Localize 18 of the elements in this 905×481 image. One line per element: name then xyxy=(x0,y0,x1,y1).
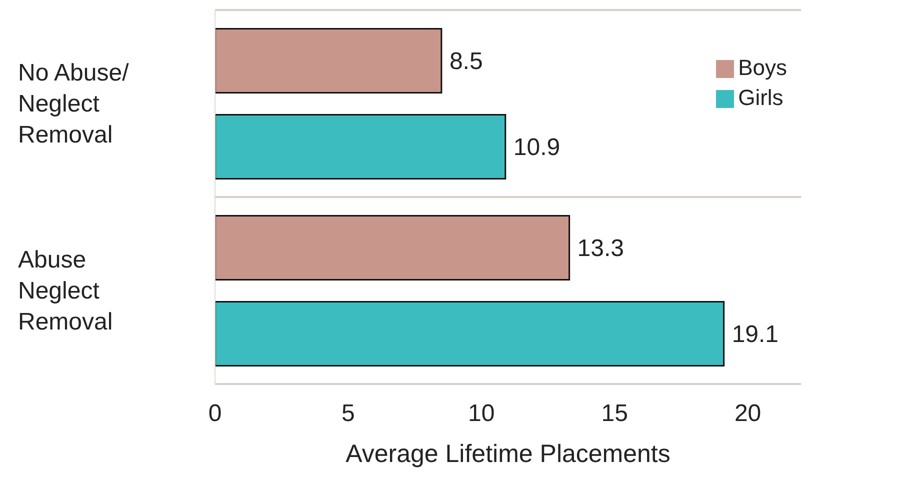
data-label: 8.5 xyxy=(449,48,483,76)
data-label: 19.1 xyxy=(732,321,779,348)
legend-label: Girls xyxy=(738,85,784,110)
x-tick-label: 10 xyxy=(468,400,495,428)
y-tick-label: No Abuse/ Neglect Removal xyxy=(18,59,130,148)
bar xyxy=(215,300,725,366)
data-label: 10.9 xyxy=(513,134,560,162)
x-tick-label: 20 xyxy=(734,400,762,428)
bar xyxy=(215,214,570,280)
bar xyxy=(215,114,506,180)
bar xyxy=(215,28,442,94)
y-tick-label: Abuse Neglect Removal xyxy=(18,246,113,335)
data-label: 13.3 xyxy=(577,235,624,262)
x-tick-label: 5 xyxy=(342,400,355,428)
x-tick-label: 15 xyxy=(601,400,628,428)
x-tick-label: 0 xyxy=(208,400,222,428)
x-axis-title: Average Lifetime Placements xyxy=(346,440,670,468)
legend-label: Boys xyxy=(738,55,787,80)
